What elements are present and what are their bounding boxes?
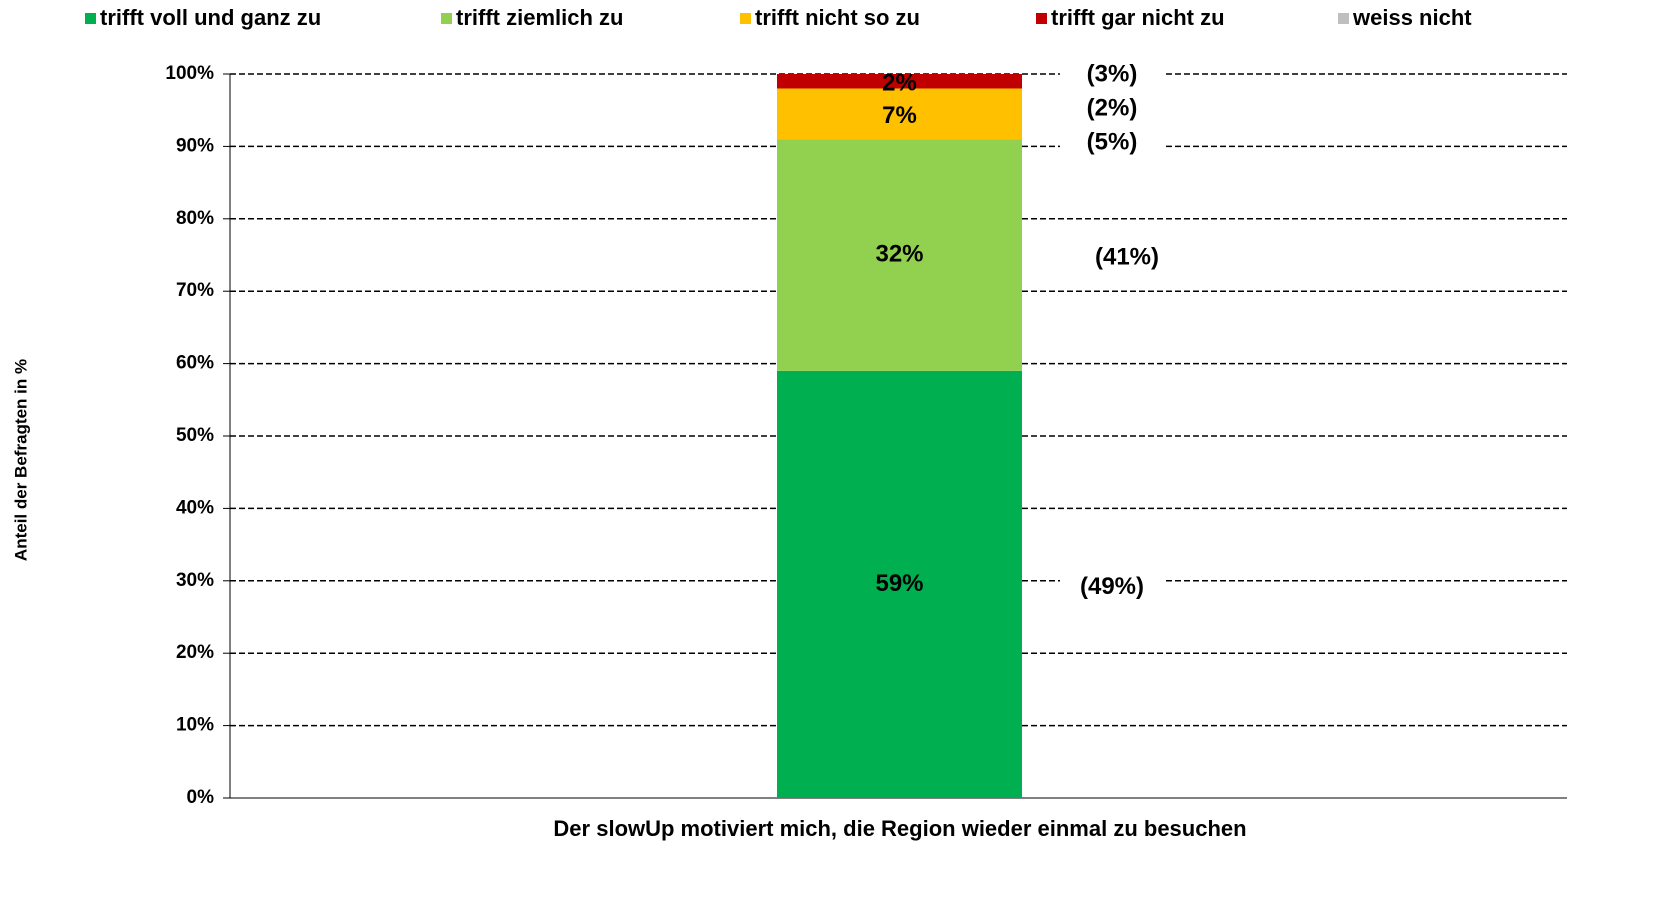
legend-label: trifft nicht so zu <box>755 5 920 30</box>
y-axis-title: Anteil der Befragten in % <box>11 359 30 561</box>
legend-label: trifft voll und ganz zu <box>100 5 321 30</box>
y-tick-label: 0% <box>187 787 215 808</box>
y-tick-label: 30% <box>176 570 214 591</box>
annotation-bg <box>1060 61 1164 90</box>
y-tick-label: 100% <box>165 63 214 84</box>
annotation: (3%) <box>1087 61 1138 88</box>
annotation: (2%) <box>1087 95 1138 122</box>
data-label: 7% <box>882 102 917 129</box>
y-tick-label: 70% <box>176 280 214 301</box>
legend-swatch <box>1338 13 1349 24</box>
legend-swatch <box>1036 13 1047 24</box>
annotation-bg <box>1075 244 1179 272</box>
y-tick-label: 10% <box>176 715 214 736</box>
y-tick-label: 50% <box>176 425 214 446</box>
y-tick-label: 90% <box>176 135 214 156</box>
annotation: (5%) <box>1087 129 1138 156</box>
bar-segment <box>777 74 1022 89</box>
y-tick-label: 40% <box>176 497 214 518</box>
data-label: 59% <box>875 570 923 597</box>
legend-swatch <box>85 13 96 24</box>
y-tick-label: 60% <box>176 353 214 374</box>
annotation-bg <box>1060 573 1164 602</box>
legend-swatch <box>740 13 751 24</box>
data-label: 2% <box>882 69 917 96</box>
y-tick-label: 20% <box>176 642 214 663</box>
bar-segment <box>777 139 1022 371</box>
legend-swatch <box>441 13 452 24</box>
y-tick-label: 80% <box>176 208 214 229</box>
legend-label: weiss nicht <box>1352 5 1472 30</box>
x-tick-label: Der slowUp motiviert mich, die Region wi… <box>553 816 1246 841</box>
annotation-bg <box>1060 129 1164 158</box>
annotation: (41%) <box>1095 243 1159 270</box>
bar-segment <box>777 88 1022 140</box>
data-label: 32% <box>875 240 923 267</box>
bar-segment <box>777 370 1022 798</box>
legend-label: trifft ziemlich zu <box>456 5 623 30</box>
legend-label: trifft gar nicht zu <box>1051 5 1225 30</box>
annotation-bg <box>1060 95 1164 124</box>
annotation: (49%) <box>1080 573 1144 600</box>
